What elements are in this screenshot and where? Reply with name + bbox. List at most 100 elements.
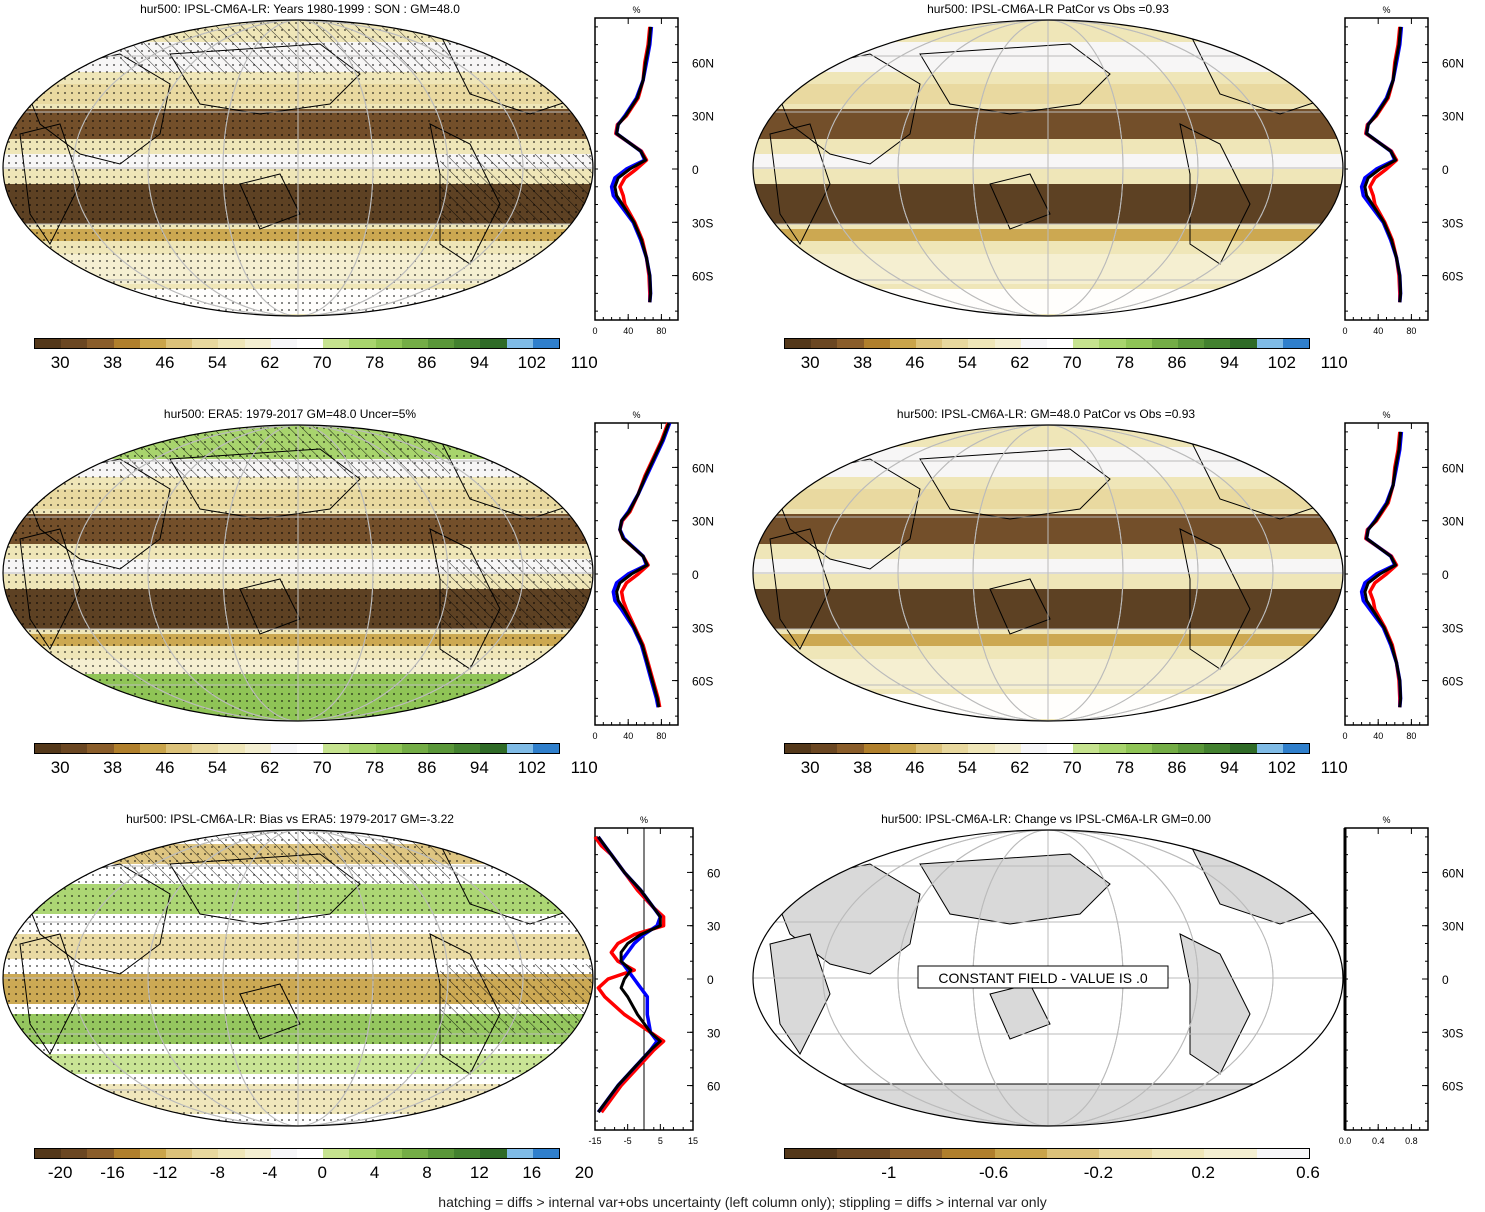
colorbar-swatch [454,1149,481,1158]
colorbar-labels: 30 38 46 54 62 70 78 86 94 102 110 [34,353,598,373]
colorbar-swatch [1230,744,1257,753]
colorbar-swatch [218,1149,245,1158]
lat-tick-label: 30S [1442,216,1463,230]
colorbar-label: 16 [522,1163,542,1182]
colorbar-swatch [166,339,193,348]
colorbar-label: 54 [207,758,227,777]
meridian [222,425,374,721]
field-band [753,84,1343,104]
lat-tick-label: 30N [1442,920,1464,934]
colorbar-label: 38 [853,353,873,372]
colorbar-swatch [297,744,324,753]
colorbar-label: 62 [1010,758,1030,777]
colorbar-swatch [942,744,969,753]
meridian [822,20,1274,316]
colorbar-swatch [480,1149,507,1158]
x-tick-label: 0.4 [1372,1136,1385,1146]
colorbar-swatch [349,1149,376,1158]
lat-tick-label: 30N [1442,110,1464,124]
lat-tick-label: 60N [1442,461,1464,475]
zonal-profile-plot: % 0.0 0.4 0.8 60N 30N 0 30S 60S [1339,815,1464,1146]
lat-tick-label: 60S [1442,675,1463,689]
colorbar-label: 62 [260,353,280,372]
hatching [120,20,450,74]
lat-tick-label: 30S [707,1026,720,1040]
meridian [897,830,1199,1126]
colorbar-swatch [1151,744,1179,753]
colorbar-label: 30 [50,353,70,372]
profile-unit: % [1382,5,1390,15]
lat-tick-label: 0 [1442,973,1449,987]
colorbar-label: 86 [417,353,437,372]
colorbar-swatch [916,339,943,348]
constant-field-box [917,965,1169,989]
map-plot: CONSTANT FIELD - VALUE IS .0 [752,829,1344,1127]
colorbar-swatch [1099,339,1126,348]
colorbar-label: 78 [1115,353,1135,372]
colorbar-swatch [480,744,507,753]
colorbar-swatch [994,1149,1048,1158]
colorbar-label: 102 [517,758,546,777]
colorbar-labels: 30 38 46 54 62 70 78 86 94 102 110 [34,758,598,778]
colorbar-swatch [811,339,838,348]
colorbar-swatch [506,1149,533,1158]
colorbar-label: 70 [312,353,332,372]
panel-title: hur500: IPSL-CM6A-LR: GM=48.0 PatCor vs … [896,407,1196,421]
colorbar-swatch [323,1149,350,1158]
panel-title: hur500: IPSL-CM6A-LR PatCor vs Obs =0.93 [927,2,1169,16]
colorbar-swatch [166,744,193,753]
meridian [72,830,524,1126]
colorbar-swatch [532,339,560,348]
colorbar-swatch [889,339,917,348]
colorbar-label: 102 [1267,758,1296,777]
colorbar-labels: -20 -16 -12 -8 -4 0 4 8 12 16 20 [34,1163,594,1183]
colorbar-swatch [35,744,62,753]
colorbar-label: 20 [574,1163,594,1182]
lat-tick-label: 60N [692,461,714,475]
map-plot [2,424,594,722]
zonal-profile-plot: % 0 40 80 60N 30N 0 30S 60S [592,410,714,741]
lat-tick-label: 0 [707,973,714,987]
colorbar [784,743,1310,754]
map-border [752,829,1344,1127]
colorbar-swatch [349,339,376,348]
colorbar-label: 70 [312,758,332,777]
lat-tick-label: 60S [1442,1080,1463,1094]
profile-series-mean [1363,431,1403,708]
colorbar-swatch [1047,744,1074,753]
colorbar-label: 38 [853,758,873,777]
lat-tick-label: 60N [1442,866,1464,880]
meridian [822,425,1274,721]
map-field [753,425,1343,721]
map-border [752,424,1344,722]
colorbar-label: -0.2 [1083,1163,1114,1182]
profile-unit: % [1382,815,1390,825]
constant-field-label: CONSTANT FIELD - VALUE IS .0 [938,970,1147,986]
colorbar-label: 46 [155,758,175,777]
colorbar-swatch [401,744,429,753]
colorbar-swatch [863,339,890,348]
colorbar-swatch [785,1149,838,1158]
map-border [2,829,594,1127]
colorbar-label: 4 [369,1163,380,1182]
colorbar [34,743,560,754]
colorbar-label: 0.6 [1296,1163,1320,1182]
colorbar-swatch [192,744,219,753]
colorbar-swatch [244,744,271,753]
field-band [753,42,1343,72]
colorbar-label: -8 [209,1163,225,1182]
colorbar-swatch [532,744,560,753]
colorbar-label: 30 [50,758,70,777]
field-band [753,447,1343,477]
colorbar-label: 38 [103,353,123,372]
colorbar-label: 86 [1167,353,1187,372]
x-tick-label: 0 [592,731,597,741]
colorbar-label: 78 [365,758,385,777]
colorbar-swatch [244,1149,271,1158]
colorbar-swatch [1282,744,1310,753]
colorbar-label: 0.2 [1191,1163,1216,1182]
lat-tick-label: 60N [707,866,720,880]
profile-unit: % [640,815,648,825]
colorbar-label: 70 [1062,353,1082,372]
colorbar-swatch [35,1149,62,1158]
